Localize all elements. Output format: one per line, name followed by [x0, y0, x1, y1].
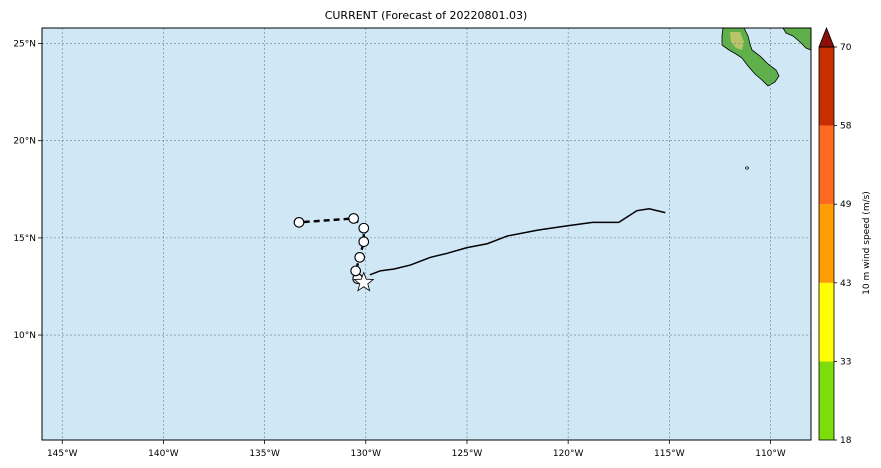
lon-tick-label: 135°W	[249, 449, 280, 459]
forecast-point-marker	[293, 216, 305, 228]
colorbar-segment	[819, 125, 834, 205]
map-title: CURRENT (Forecast of 20220801.03)	[325, 9, 528, 22]
forecast-point-marker	[358, 236, 370, 248]
ocean-background	[42, 28, 811, 440]
land-highlands	[730, 32, 744, 50]
colorbar: 18 33 43 49 58 70	[818, 26, 852, 446]
observed-track	[369, 207, 666, 276]
lon-tick-label: 145°W	[47, 449, 78, 459]
colorbar-label: 10 m wind speed (m/s)	[862, 191, 872, 295]
colorbar-tick-label: 70	[840, 43, 852, 53]
forecast-point-marker	[358, 222, 370, 234]
colorbar-tick-label: 33	[840, 357, 851, 367]
colorbar-segment	[819, 361, 834, 440]
lon-tick-label: 140°W	[148, 449, 179, 459]
colorbar-extend-arrow	[818, 26, 835, 48]
lat-tick-label: 25°N	[13, 40, 36, 50]
map-panel	[41, 27, 812, 441]
lat-tick-label: 20°N	[13, 137, 36, 147]
forecast-point-marker	[354, 251, 366, 263]
graticule	[42, 28, 811, 440]
land-baja-california	[721, 27, 812, 170]
forecast-point-marker	[348, 213, 359, 224]
colorbar-tick-label: 49	[840, 200, 852, 210]
lon-tick-label: 115°W	[654, 449, 685, 459]
lon-tick-label: 125°W	[452, 449, 483, 459]
island	[745, 166, 749, 170]
observed-track-line	[369, 207, 666, 276]
current-position	[353, 271, 375, 292]
colorbar-segment	[819, 282, 834, 362]
colorbar-tick-label: 58	[840, 122, 852, 132]
colorbar-tick-label: 18	[840, 436, 852, 446]
longitude-ticks: 145°W 140°W 135°W 130°W 125°W 120°W 115°W 110°W	[47, 440, 786, 459]
colorbar-tick-label: 43	[840, 279, 851, 289]
lat-tick-label: 10°N	[13, 331, 36, 341]
lat-tick-label: 15°N	[13, 234, 36, 244]
lon-tick-label: 120°W	[553, 449, 584, 459]
latitude-ticks: 10°N 15°N 20°N 25°N	[13, 40, 42, 341]
colorbar-frame	[818, 46, 835, 441]
colorbar-segment	[819, 47, 834, 126]
colorbar-segment	[819, 204, 834, 283]
lon-tick-label: 130°W	[351, 449, 382, 459]
forecast-track	[293, 213, 370, 285]
map-frame	[41, 27, 812, 441]
forecast-point-marker	[350, 265, 362, 277]
current-position-star-icon	[353, 271, 375, 292]
lon-tick-label: 110°W	[755, 449, 786, 459]
